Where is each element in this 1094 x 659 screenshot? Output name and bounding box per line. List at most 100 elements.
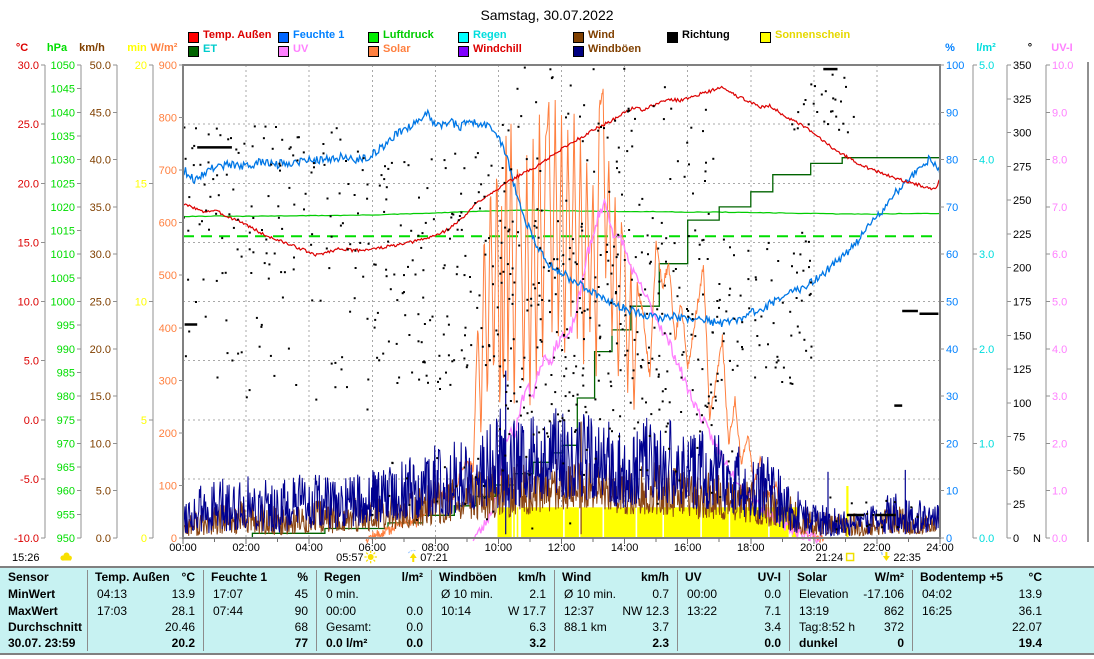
direction-dot (184, 157, 187, 160)
x-axis-label: 14:00 (611, 542, 639, 554)
direction-dot (389, 288, 392, 291)
direction-dot (280, 271, 283, 274)
direction-dot (525, 455, 528, 458)
direction-dot (503, 359, 506, 362)
direction-dot (488, 359, 491, 362)
direction-dot (670, 107, 673, 110)
direction-dot (207, 133, 210, 136)
axis-tick-label: 4.0 (979, 155, 994, 167)
direction-dot (566, 328, 569, 331)
direction-dot (437, 380, 439, 383)
direction-dot (597, 129, 600, 132)
direction-dot (641, 358, 644, 361)
x-axis-label: 00:00 (169, 542, 197, 554)
direction-dot (417, 313, 420, 316)
direction-dot (562, 334, 565, 337)
direction-dot (548, 262, 551, 265)
direction-dot (575, 365, 578, 368)
direction-dot (418, 378, 421, 381)
direction-dot (322, 152, 325, 155)
direction-dot (594, 398, 597, 401)
direction-dot (492, 283, 494, 286)
axis-tick-label: 25.0 (18, 119, 39, 131)
direction-dot (460, 211, 463, 214)
table-divider (677, 570, 678, 651)
direction-dot (277, 216, 280, 219)
direction-dot (550, 403, 553, 406)
direction-dot (418, 196, 420, 199)
direction-dot (508, 297, 511, 300)
legend-item-richtung: Richtung (667, 29, 730, 43)
direction-dot (287, 347, 290, 350)
direction-dot (449, 237, 451, 240)
direction-dot (555, 331, 558, 334)
direction-dot (509, 400, 512, 402)
direction-dot (561, 417, 564, 420)
direction-dot (476, 306, 479, 309)
direction-dot (618, 171, 621, 174)
axis-tick-label: 800 (159, 113, 177, 125)
direction-dot (293, 256, 295, 259)
table-column-name: Wind (562, 570, 592, 584)
direction-dot (808, 294, 811, 297)
direction-dot (224, 271, 227, 274)
x-axis-label: 02:00 (232, 542, 260, 554)
legend-label: Feuchte 1 (293, 29, 345, 41)
direction-dot (755, 278, 758, 281)
direction-dot (408, 503, 411, 506)
direction-dot (574, 261, 577, 264)
direction-dot (809, 292, 812, 295)
direction-dot (658, 408, 661, 411)
direction-dot (230, 137, 232, 140)
sun-event-arrow-down-icon (880, 551, 890, 561)
direction-dot (341, 222, 344, 225)
direction-dot (706, 405, 709, 408)
direction-dot (582, 367, 585, 370)
direction-dot (421, 232, 424, 235)
direction-dot (486, 518, 488, 521)
direction-dot (538, 431, 541, 434)
direction-dot (639, 365, 642, 367)
direction-dot (657, 375, 660, 378)
direction-dot (188, 330, 191, 333)
direction-dot (534, 220, 537, 223)
direction-dot (488, 345, 491, 348)
table-cell-value: 0.0 (764, 636, 781, 650)
direction-dot (477, 191, 480, 194)
table-divider (316, 570, 317, 651)
axis-tick-label: 955 (57, 509, 75, 521)
direction-dot (838, 128, 841, 131)
direction-dot (562, 462, 565, 465)
table-cell-label: 16:25 (922, 604, 953, 618)
direction-dot (209, 195, 212, 198)
direction-dot (235, 148, 238, 151)
direction-dot (236, 248, 239, 251)
direction-dot (237, 151, 240, 154)
direction-dot (550, 374, 553, 376)
direction-dot (572, 372, 575, 375)
direction-dot (538, 294, 541, 297)
table-cell-value: W 17.7 (507, 604, 546, 618)
table-cell-label: 00:00 (326, 604, 357, 618)
direction-dot (704, 108, 707, 111)
axis-tick-label: 500 (159, 270, 177, 282)
direction-dot (790, 334, 793, 337)
direction-dot (195, 301, 197, 303)
direction-dot (621, 193, 623, 196)
table-cell-label: 17:03 (97, 604, 128, 618)
direction-dot (571, 238, 574, 241)
legend-label: ET (203, 43, 218, 55)
direction-dot (449, 383, 452, 386)
direction-dot (275, 126, 277, 128)
direction-dot (630, 129, 633, 132)
direction-dot (823, 120, 826, 123)
table-cell-value: 6.3 (529, 620, 546, 634)
direction-dot (288, 186, 291, 189)
axis-tick-label: 0 (946, 533, 952, 545)
direction-dot (501, 167, 504, 169)
direction-dot (664, 430, 667, 433)
direction-dot (597, 286, 600, 288)
x-axis-label: 20:00 (800, 542, 828, 554)
axis-tick-label: 0 (1013, 533, 1019, 545)
